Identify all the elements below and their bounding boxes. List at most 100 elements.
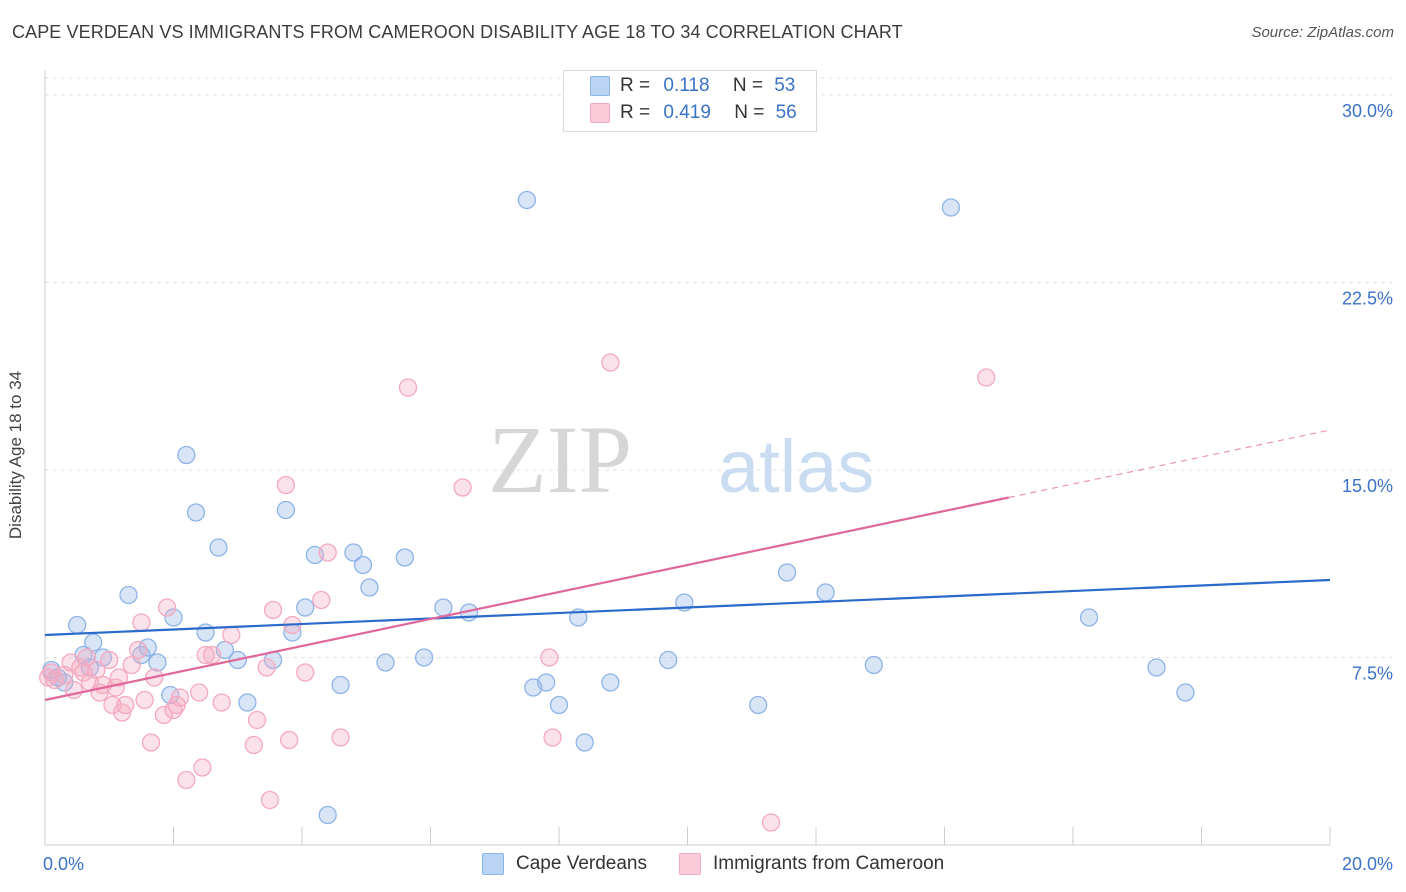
point-cameroon xyxy=(116,695,135,715)
point-cameroon xyxy=(129,640,148,660)
point-cape-verdeans xyxy=(119,585,138,605)
point-cameroon xyxy=(222,625,241,645)
point-cameroon xyxy=(276,475,296,495)
point-cape-verdeans xyxy=(186,503,206,522)
point-cameroon xyxy=(257,658,276,677)
point-cape-verdeans xyxy=(517,190,537,210)
point-cape-verdeans xyxy=(344,543,363,562)
point-cape-verdeans xyxy=(659,650,678,670)
point-cape-verdeans xyxy=(276,500,296,520)
point-cape-verdeans xyxy=(196,623,215,642)
r-value: 0.118 xyxy=(663,75,710,96)
point-cameroon xyxy=(141,733,161,752)
point-cameroon xyxy=(202,645,222,665)
legend-item-cape-verdeans[interactable]: Cape Verdeans xyxy=(482,852,647,876)
point-cameroon xyxy=(196,645,215,665)
point-cape-verdeans xyxy=(777,563,797,582)
watermark: ZIP atlas xyxy=(488,406,874,513)
watermark-atlas: atlas xyxy=(718,425,874,508)
point-cameroon xyxy=(398,378,418,397)
r-label: R = xyxy=(620,102,651,123)
point-cameroon xyxy=(331,728,350,747)
y-axis-title: Disability Age 18 to 34 xyxy=(6,370,25,540)
point-cameroon xyxy=(601,353,620,372)
x-tick-label: 0.0% xyxy=(43,854,84,874)
point-cameroon xyxy=(244,735,263,755)
point-cape-verdeans xyxy=(164,608,183,627)
legend-label: Cape Verdeans xyxy=(516,853,647,874)
point-cape-verdeans xyxy=(67,615,87,635)
x-tick-label: 20.0% xyxy=(1342,854,1393,874)
legend-swatch-blue xyxy=(590,76,610,96)
point-cameroon xyxy=(263,600,283,620)
point-cape-verdeans xyxy=(238,693,257,712)
point-cape-verdeans xyxy=(1079,608,1099,627)
point-cameroon xyxy=(212,693,231,712)
point-cameroon xyxy=(154,705,174,725)
point-cape-verdeans xyxy=(1147,658,1166,677)
point-cape-verdeans xyxy=(360,578,379,597)
point-cameroon xyxy=(45,670,64,690)
point-cameroon xyxy=(135,690,154,710)
point-cameroon xyxy=(312,590,331,610)
point-cape-verdeans xyxy=(148,653,167,672)
point-cape-verdeans xyxy=(434,598,453,617)
point-cameroon xyxy=(132,613,151,632)
point-cameroon xyxy=(540,648,559,667)
gridlines xyxy=(45,77,1392,658)
legend-swatch-pink xyxy=(679,853,701,875)
point-cameroon xyxy=(543,728,562,747)
point-cape-verdeans xyxy=(331,675,350,695)
y-tick-label: 7.5% xyxy=(1352,664,1393,684)
point-cape-verdeans xyxy=(549,695,569,715)
point-cape-verdeans xyxy=(601,673,620,692)
point-cape-verdeans xyxy=(414,648,434,667)
point-cameroon xyxy=(74,663,93,682)
tick-labels: 7.5% 15.0% 22.5% 30.0% 0.0% 20.0% xyxy=(43,101,1393,874)
trend-line-cameroon-extension xyxy=(1008,429,1331,499)
trend-line-cameroon xyxy=(44,496,1009,702)
point-cape-verdeans xyxy=(1176,683,1195,702)
point-cape-verdeans xyxy=(177,445,196,465)
legend-swatch-blue xyxy=(482,853,504,875)
point-cameroon xyxy=(193,758,212,777)
point-cape-verdeans xyxy=(864,655,883,675)
point-cameroon xyxy=(761,813,781,832)
n-value: 56 xyxy=(775,102,797,123)
legend-label: Immigrants from Cameroon xyxy=(713,853,945,874)
point-cape-verdeans xyxy=(395,548,414,567)
watermark-zip: ZIP xyxy=(488,406,632,513)
r-label: R = xyxy=(620,75,651,96)
point-cape-verdeans xyxy=(318,805,337,825)
legend-item-cameroon[interactable]: Immigrants from Cameroon xyxy=(679,852,944,876)
point-cape-verdeans xyxy=(941,198,961,217)
point-cape-verdeans xyxy=(575,733,594,752)
y-tick-label: 22.5% xyxy=(1342,289,1393,309)
point-cameroon xyxy=(157,598,177,617)
r-value: 0.419 xyxy=(663,102,711,123)
y-tick-label: 15.0% xyxy=(1342,476,1393,496)
y-tick-label: 30.0% xyxy=(1342,101,1393,121)
point-cameroon xyxy=(170,688,190,707)
point-cape-verdeans xyxy=(209,538,228,557)
trend-lines xyxy=(44,429,1331,702)
point-cameroon xyxy=(109,668,129,687)
n-value: 53 xyxy=(774,75,796,96)
n-label: N = xyxy=(732,75,763,96)
point-cameroon xyxy=(279,730,299,750)
point-cape-verdeans xyxy=(353,555,373,575)
source-label: Source: ZipAtlas.com xyxy=(1251,24,1394,41)
point-cameroon xyxy=(296,663,315,682)
point-cameroon xyxy=(103,695,122,715)
axes xyxy=(44,70,1331,846)
point-cape-verdeans xyxy=(296,598,315,617)
series-legend: Cape Verdeans Immigrants from Cameroon xyxy=(0,852,1406,878)
point-cameroon xyxy=(100,650,119,670)
point-cape-verdeans xyxy=(376,653,395,672)
point-cape-verdeans xyxy=(537,673,556,692)
point-cape-verdeans xyxy=(816,583,835,602)
point-cameroon xyxy=(977,368,996,387)
trend-line-cape-verdeans xyxy=(44,578,1331,637)
point-cameroon xyxy=(190,683,209,702)
